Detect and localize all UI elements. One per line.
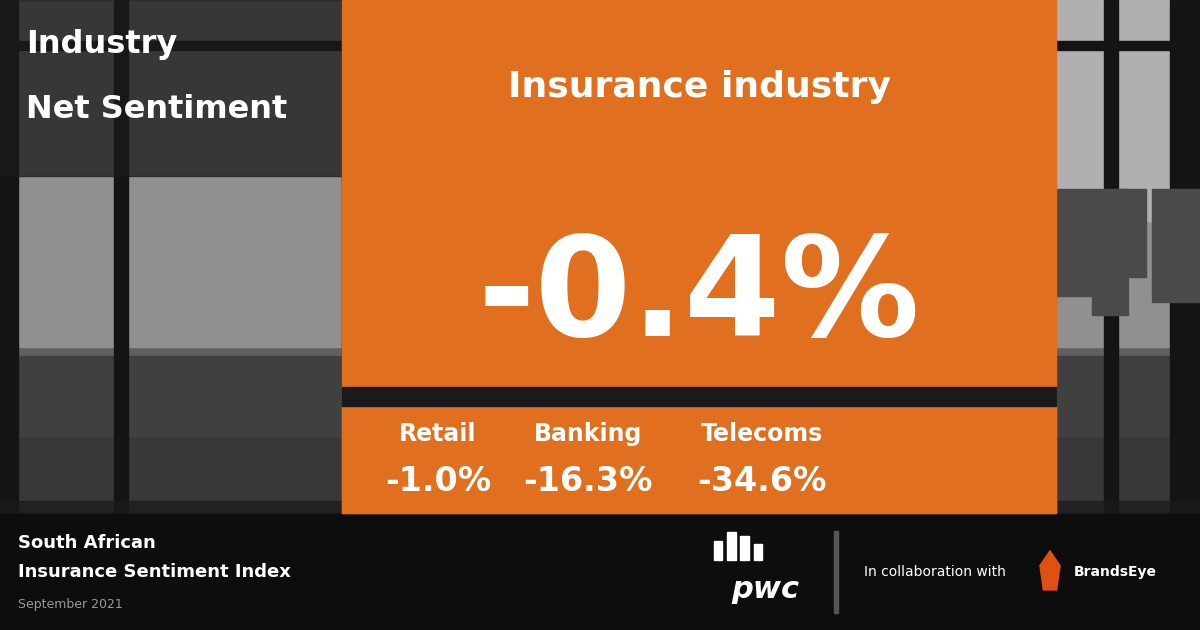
Text: Insurance industry: Insurance industry bbox=[508, 71, 890, 105]
Bar bbox=[0, 501, 1200, 513]
Bar bbox=[1044, 189, 1092, 296]
Bar bbox=[342, 0, 358, 513]
Text: Telecoms: Telecoms bbox=[701, 422, 823, 446]
Bar bbox=[0, 41, 1200, 50]
Polygon shape bbox=[1039, 549, 1061, 591]
Bar bbox=[1116, 189, 1146, 277]
Bar bbox=[360, 0, 1200, 220]
Bar bbox=[1092, 189, 1128, 315]
Text: Retail: Retail bbox=[400, 422, 476, 446]
Bar bbox=[342, 406, 1056, 513]
Text: -34.6%: -34.6% bbox=[697, 465, 827, 498]
Text: South African: South African bbox=[18, 534, 156, 552]
Text: BrandsEye: BrandsEye bbox=[1074, 564, 1157, 579]
Bar bbox=[0, 0, 342, 176]
Bar bbox=[114, 0, 128, 513]
Bar bbox=[948, 189, 1008, 328]
Text: -16.3%: -16.3% bbox=[523, 465, 653, 498]
Bar bbox=[342, 0, 1056, 513]
Text: Insurance Sentiment Index: Insurance Sentiment Index bbox=[18, 563, 290, 581]
Bar bbox=[834, 531, 838, 612]
Text: Net Sentiment: Net Sentiment bbox=[26, 94, 288, 125]
Bar bbox=[0, 438, 1200, 513]
Bar bbox=[740, 536, 749, 560]
Bar bbox=[870, 0, 884, 513]
Bar bbox=[0, 513, 1200, 630]
Bar bbox=[0, 0, 1200, 346]
Text: pwc: pwc bbox=[732, 575, 799, 604]
Text: In collaboration with: In collaboration with bbox=[864, 564, 1006, 579]
Bar bbox=[1104, 0, 1118, 513]
Text: -1.0%: -1.0% bbox=[385, 465, 491, 498]
Bar bbox=[342, 387, 1056, 406]
Bar bbox=[727, 532, 736, 560]
Text: -0.4%: -0.4% bbox=[478, 231, 920, 365]
Bar bbox=[1170, 0, 1200, 513]
Bar bbox=[912, 189, 948, 302]
Bar bbox=[714, 541, 722, 560]
Text: Banking: Banking bbox=[534, 422, 642, 446]
Bar bbox=[754, 544, 762, 560]
Bar bbox=[1034, 0, 1049, 513]
Text: September 2021: September 2021 bbox=[18, 598, 122, 611]
Bar bbox=[888, 189, 936, 315]
Bar bbox=[1008, 189, 1044, 284]
Text: Industry: Industry bbox=[26, 28, 178, 60]
Bar bbox=[0, 0, 18, 513]
Bar bbox=[960, 0, 974, 513]
Bar bbox=[1152, 189, 1200, 302]
Bar bbox=[0, 356, 1200, 513]
